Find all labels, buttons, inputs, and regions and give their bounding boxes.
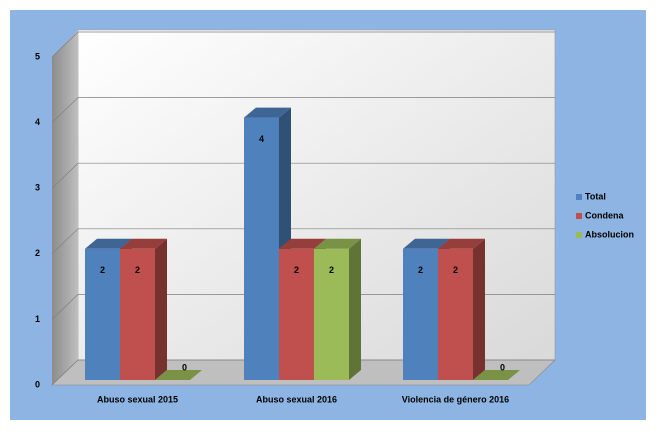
y-tick-label: 3 bbox=[35, 183, 40, 193]
data-label: 2 bbox=[135, 265, 140, 275]
grid-line bbox=[51, 228, 555, 255]
grid-line bbox=[51, 359, 555, 386]
y-tick-label: 1 bbox=[35, 314, 40, 324]
x-tick-label: Abuso sexual 2015 bbox=[97, 394, 178, 404]
bar bbox=[438, 238, 485, 380]
grid-line bbox=[51, 97, 555, 123]
bar bbox=[120, 238, 167, 380]
side-wall bbox=[52, 30, 78, 385]
legend-marker bbox=[576, 194, 582, 200]
grid-line bbox=[51, 294, 555, 320]
data-label: 2 bbox=[453, 265, 458, 275]
bar bbox=[314, 238, 361, 380]
grid-line bbox=[51, 162, 555, 189]
data-label: 0 bbox=[500, 362, 505, 372]
legend-marker bbox=[576, 213, 582, 219]
bar bbox=[473, 370, 520, 380]
y-tick-label: 2 bbox=[35, 248, 40, 258]
y-tick-label: 5 bbox=[35, 51, 40, 61]
data-label: 2 bbox=[329, 265, 334, 275]
y-tick-label: 4 bbox=[35, 117, 40, 127]
data-label: 0 bbox=[182, 362, 187, 372]
x-tick-label: Violencia de género 2016 bbox=[402, 394, 509, 404]
legend-label: Condena bbox=[585, 210, 624, 220]
legend-marker bbox=[576, 232, 582, 238]
x-tick-label: Abuso sexual 2016 bbox=[256, 394, 337, 404]
grid-line bbox=[51, 31, 555, 58]
data-label: 4 bbox=[259, 134, 264, 144]
legend-label: Absolucion bbox=[585, 229, 634, 239]
data-label: 2 bbox=[294, 265, 299, 275]
legend-label: Total bbox=[585, 191, 606, 201]
data-label: 2 bbox=[100, 265, 105, 275]
data-label: 2 bbox=[418, 265, 423, 275]
y-tick-label: 0 bbox=[35, 379, 40, 389]
bar bbox=[155, 370, 202, 380]
